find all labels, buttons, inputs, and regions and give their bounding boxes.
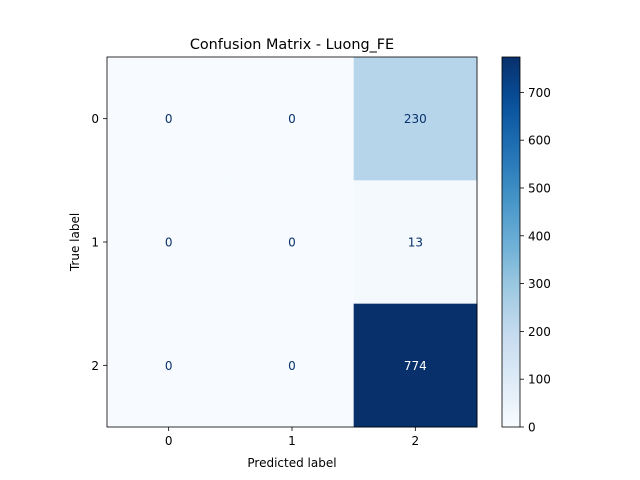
cell-value-label: 0 <box>288 236 296 250</box>
colorbar-tick-label: 100 <box>528 373 551 387</box>
colorbar-tick-label: 500 <box>528 181 551 195</box>
heatmap-cell <box>353 303 478 428</box>
chart-title: Confusion Matrix - Luong_FE <box>190 37 394 53</box>
x-tick-label: 2 <box>412 434 420 448</box>
colorbar-ticks: 0 100 200 300 400 500 600 700 <box>520 86 551 435</box>
cell-value-label: 230 <box>404 112 427 126</box>
heatmap-cell <box>107 303 231 428</box>
colorbar <box>501 56 521 428</box>
x-tick-label: 1 <box>288 434 296 448</box>
heatmap-cell <box>230 180 355 305</box>
heatmap-cell <box>230 57 355 181</box>
colorbar-tick-label: 400 <box>528 229 551 243</box>
x-tick-label: 0 <box>165 434 173 448</box>
heatmap-cell <box>353 180 478 305</box>
colorbar-tick-label: 0 <box>528 421 536 435</box>
heatmap-cell <box>353 57 478 181</box>
cell-value-label: 13 <box>408 236 423 250</box>
heatmap-cell-labels: 0 0 230 0 0 13 0 0 774 <box>165 112 427 373</box>
cell-value-label: 0 <box>165 236 173 250</box>
heatmap-cells <box>107 57 478 428</box>
heatmap-cell <box>230 303 355 428</box>
colorbar-tick-label: 700 <box>528 86 551 100</box>
heatmap-cell <box>107 57 231 181</box>
y-axis-label: True label <box>68 213 82 272</box>
x-axis-label: Predicted label <box>247 456 336 470</box>
colorbar-tick-label: 200 <box>528 325 551 339</box>
y-tick-label: 1 <box>91 236 99 250</box>
cell-value-label: 0 <box>288 112 296 126</box>
x-axis-ticks: 0 1 2 <box>165 427 419 448</box>
colorbar-tick-label: 300 <box>528 277 551 291</box>
cell-value-label: 774 <box>404 359 427 373</box>
heatmap-cell <box>107 180 231 305</box>
cell-value-label: 0 <box>165 112 173 126</box>
y-tick-label: 0 <box>91 112 99 126</box>
cell-value-label: 0 <box>165 359 173 373</box>
cell-value-label: 0 <box>288 359 296 373</box>
colorbar-tick-label: 600 <box>528 134 551 148</box>
y-tick-label: 2 <box>91 359 99 373</box>
y-axis-ticks: 0 1 2 <box>91 112 107 373</box>
